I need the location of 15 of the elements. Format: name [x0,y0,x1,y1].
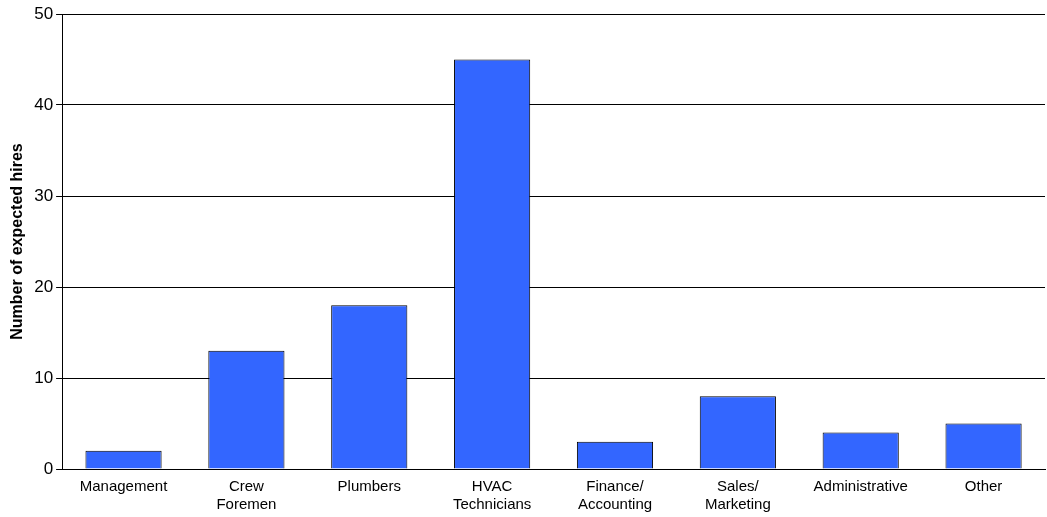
x-tick-label: Administrative [813,477,908,495]
y-tick-label: 30 [34,185,54,205]
x-tick-label: Finance/ Accounting [577,477,653,513]
x-tick-label: Crew Foremen [216,477,277,513]
y-tick-label: 20 [34,276,54,296]
x-tick-label: Management [79,477,169,495]
x-tick-label: HVAC Technicians [452,477,532,513]
x-tick-label: Other [964,477,1003,495]
y-tick-label: 0 [43,458,54,478]
y-tick-label: 40 [34,94,54,114]
y-tick-label: 10 [34,367,54,387]
x-tick-label: Sales/ Marketing [704,477,771,513]
x-tick-label: Plumbers [337,477,401,495]
y-axis-title: Number of expected hires [8,143,26,340]
y-tick-label: 50 [34,3,54,23]
